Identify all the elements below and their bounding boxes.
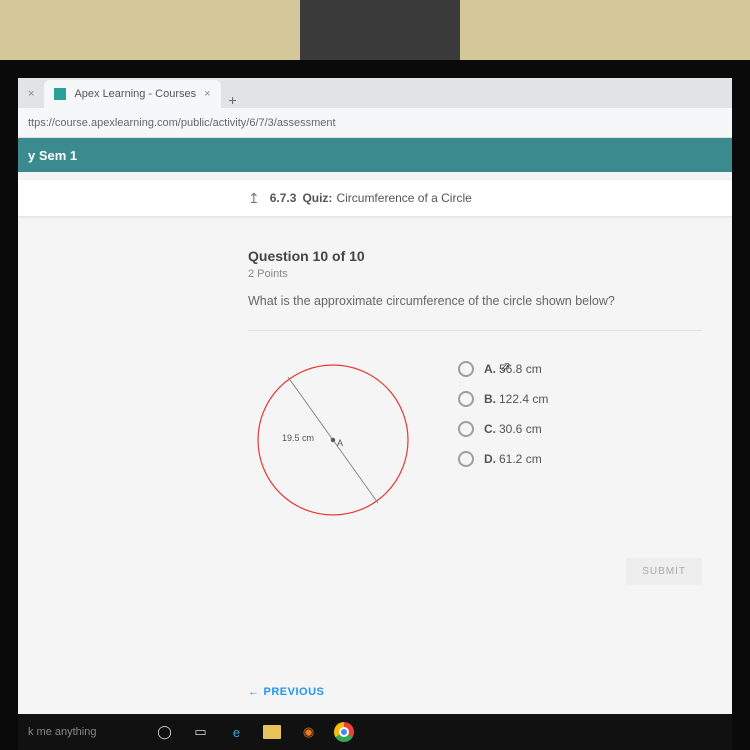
windows-taskbar: k me anything ◯ ▭ e ◉ <box>18 714 732 750</box>
browser-tab-strip: × Apex Learning - Courses × + <box>18 78 732 108</box>
radio-icon[interactable] <box>458 361 474 377</box>
new-tab-button[interactable]: + <box>221 92 245 108</box>
option-text: 30.6 cm <box>499 422 542 436</box>
up-arrow-icon[interactable]: ↥ <box>248 190 260 207</box>
background-decor <box>300 0 460 60</box>
browser-tab-inactive[interactable]: × <box>18 80 44 108</box>
option-text: 61.2 cm <box>499 452 542 466</box>
question-content: Question 10 of 10 2 Points What is the a… <box>248 248 702 525</box>
option-text: 122.4 cm <box>499 392 548 406</box>
url-text: ttps://course.apexlearning.com/public/ac… <box>28 117 336 129</box>
address-bar[interactable]: ttps://course.apexlearning.com/public/ac… <box>18 108 732 138</box>
course-header: y Sem 1 <box>18 138 732 172</box>
question-points: 2 Points <box>248 268 702 280</box>
breadcrumb: ↥ 6.7.3 Quiz: Circumference of a Circle <box>18 180 732 216</box>
close-icon[interactable]: × <box>28 88 34 100</box>
option-text: 56.8 cm <box>499 362 542 376</box>
radius-label: 19.5 cm <box>282 433 314 443</box>
question-body: 19.5 cm A ⬀ A.56.8 cm B.122.4 cm <box>248 355 702 525</box>
taskview-icon[interactable]: ▭ <box>190 722 210 742</box>
screen: × Apex Learning - Courses × + ttps://cou… <box>18 78 732 750</box>
tab-title: Apex Learning - Courses <box>74 88 196 100</box>
chrome-icon[interactable] <box>334 722 354 742</box>
option-letter: C. <box>484 422 496 436</box>
course-title: y Sem 1 <box>28 148 77 163</box>
divider <box>248 330 702 331</box>
folder-icon[interactable] <box>262 722 282 742</box>
browser-tab-active[interactable]: Apex Learning - Courses × <box>44 80 220 108</box>
taskbar-search[interactable]: k me anything <box>28 726 96 738</box>
previous-link[interactable]: ← PREVIOUS <box>248 686 324 698</box>
option-a[interactable]: A.56.8 cm <box>458 361 548 377</box>
center-label: A <box>337 438 343 448</box>
option-letter: B. <box>484 392 496 406</box>
option-letter: D. <box>484 452 496 466</box>
edge-icon[interactable]: e <box>226 722 246 742</box>
radio-icon[interactable] <box>458 451 474 467</box>
taskbar-icons: ◯ ▭ e ◉ <box>154 722 354 742</box>
favicon-icon <box>54 88 66 100</box>
cortana-icon[interactable]: ◯ <box>154 722 174 742</box>
submit-button[interactable]: SUBMIT <box>626 558 702 585</box>
breadcrumb-label: Circumference of a Circle <box>336 191 471 205</box>
question-heading: Question 10 of 10 <box>248 248 702 264</box>
answer-options: ⬀ A.56.8 cm B.122.4 cm C.30.6 cm <box>458 355 548 525</box>
circle-svg <box>248 355 418 525</box>
firefox-icon[interactable]: ◉ <box>298 722 318 742</box>
breadcrumb-prefix: Quiz: <box>302 191 332 205</box>
arrow-left-icon: ← <box>248 686 260 698</box>
breadcrumb-section: 6.7.3 <box>270 191 297 205</box>
option-c[interactable]: C.30.6 cm <box>458 421 548 437</box>
question-prompt: What is the approximate circumference of… <box>248 294 702 308</box>
monitor-frame: × Apex Learning - Courses × + ttps://cou… <box>0 60 750 750</box>
radio-icon[interactable] <box>458 391 474 407</box>
previous-label: PREVIOUS <box>264 686 325 698</box>
option-letter: A. <box>484 362 496 376</box>
radio-icon[interactable] <box>458 421 474 437</box>
option-d[interactable]: D.61.2 cm <box>458 451 548 467</box>
close-icon[interactable]: × <box>204 88 210 100</box>
option-b[interactable]: B.122.4 cm <box>458 391 548 407</box>
circle-figure: 19.5 cm A <box>248 355 418 525</box>
